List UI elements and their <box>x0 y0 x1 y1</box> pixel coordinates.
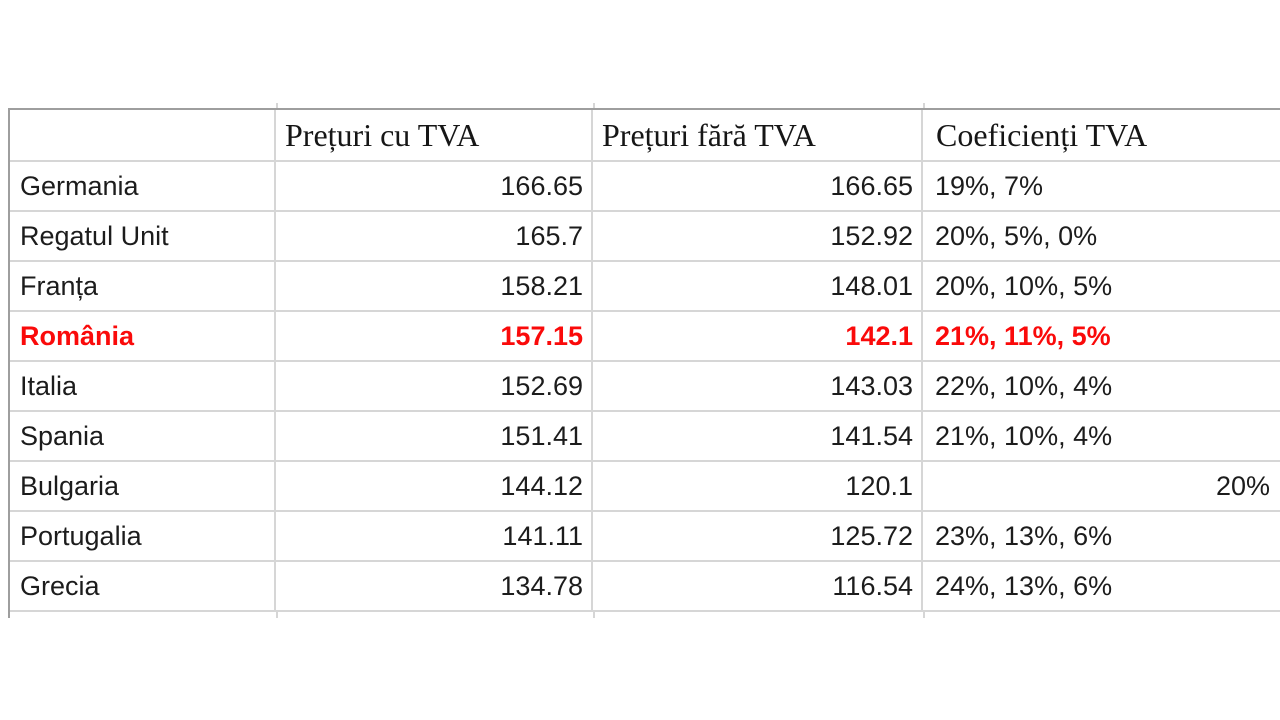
header-empty <box>10 110 276 162</box>
gridline-stub-top-3 <box>923 103 925 108</box>
row-price-without-vat: 152.92 <box>593 212 923 262</box>
row-vat-rates: 20%, 5%, 0% <box>923 212 1280 262</box>
row-vat-rates: 21%, 10%, 4% <box>923 412 1280 462</box>
gridline-stub-top-2 <box>593 103 595 108</box>
gridline-stub-top-1 <box>276 103 278 108</box>
gridline-stub-bottom-3 <box>923 612 925 618</box>
row-price-with-vat: 152.69 <box>276 362 593 412</box>
row-price-with-vat: 165.7 <box>276 212 593 262</box>
row-price-with-vat: 134.78 <box>276 562 593 612</box>
row-price-with-vat-highlighted: 157.15 <box>276 312 593 362</box>
row-price-with-vat: 158.21 <box>276 262 593 312</box>
row-country: Franța <box>10 262 276 312</box>
row-country: Germania <box>10 162 276 212</box>
header-preturi-cu-tva: Prețuri cu TVA <box>276 110 593 162</box>
row-price-without-vat: 141.54 <box>593 412 923 462</box>
row-country-highlighted: România <box>10 312 276 362</box>
row-country: Italia <box>10 362 276 412</box>
row-price-without-vat-highlighted: 142.1 <box>593 312 923 362</box>
row-country: Bulgaria <box>10 462 276 512</box>
row-country: Regatul Unit <box>10 212 276 262</box>
row-price-without-vat: 120.1 <box>593 462 923 512</box>
gridline-stub-bottom-left <box>8 612 10 618</box>
row-vat-rates: 20%, 10%, 5% <box>923 262 1280 312</box>
row-price-without-vat: 166.65 <box>593 162 923 212</box>
row-vat-rates: 22%, 10%, 4% <box>923 362 1280 412</box>
row-price-without-vat: 116.54 <box>593 562 923 612</box>
row-country: Grecia <box>10 562 276 612</box>
row-price-without-vat: 148.01 <box>593 262 923 312</box>
row-vat-rates: 20% <box>923 462 1280 512</box>
row-vat-rates-highlighted: 21%, 11%, 5% <box>923 312 1280 362</box>
row-price-without-vat: 143.03 <box>593 362 923 412</box>
row-price-without-vat: 125.72 <box>593 512 923 562</box>
row-country: Portugalia <box>10 512 276 562</box>
row-price-with-vat: 166.65 <box>276 162 593 212</box>
gridline-stub-bottom-2 <box>593 612 595 618</box>
row-price-with-vat: 144.12 <box>276 462 593 512</box>
row-vat-rates: 23%, 13%, 6% <box>923 512 1280 562</box>
row-vat-rates: 19%, 7% <box>923 162 1280 212</box>
row-price-with-vat: 141.11 <box>276 512 593 562</box>
vat-prices-table: Prețuri cu TVA Prețuri fără TVA Coeficie… <box>8 108 1280 612</box>
row-vat-rates: 24%, 13%, 6% <box>923 562 1280 612</box>
header-coeficienti-tva: Coeficienți TVA <box>923 110 1280 162</box>
row-country: Spania <box>10 412 276 462</box>
row-price-with-vat: 151.41 <box>276 412 593 462</box>
gridline-stub-bottom-1 <box>276 612 278 618</box>
header-preturi-fara-tva: Prețuri fără TVA <box>593 110 923 162</box>
